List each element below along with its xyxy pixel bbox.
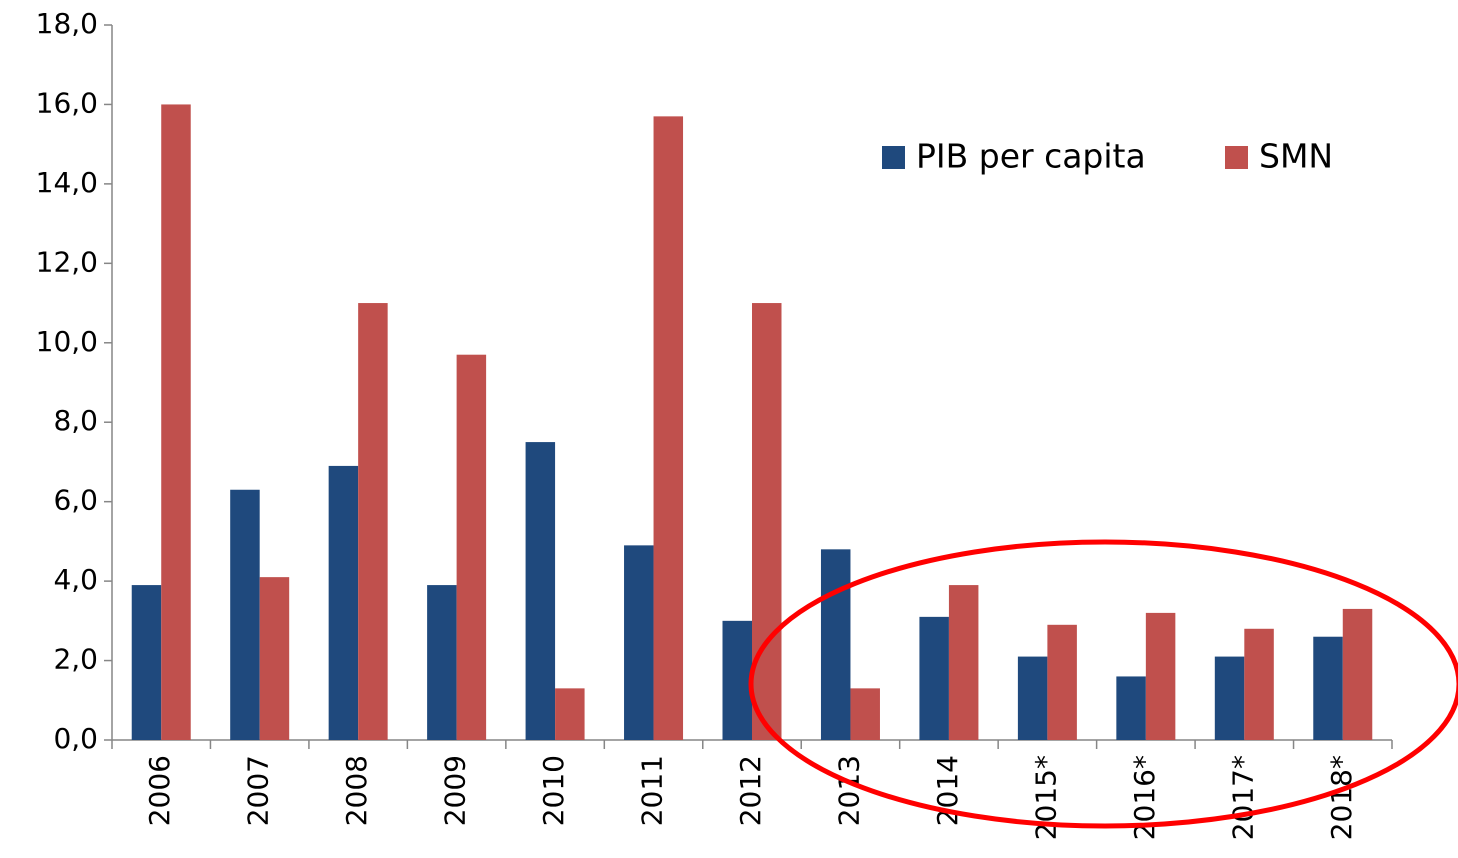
bar (948, 585, 979, 740)
x-tick-label: 2010 (537, 755, 570, 826)
x-tick-label: 2012 (734, 755, 767, 826)
y-tick-label: 8,0 (53, 404, 98, 437)
bar (624, 545, 654, 740)
x-tick-label: 2006 (143, 755, 176, 826)
bar (161, 104, 191, 740)
bar (1342, 608, 1373, 740)
bar (427, 585, 457, 740)
y-tick-label: 4,0 (53, 563, 98, 596)
x-tick-label: 2015* (1029, 755, 1062, 840)
y-tick-label: 18,0 (36, 7, 98, 40)
legend-swatch (1225, 146, 1248, 169)
y-tick-label: 6,0 (53, 484, 98, 517)
bar (555, 688, 585, 740)
bar (358, 303, 388, 740)
bar (1047, 624, 1077, 740)
bar (722, 620, 752, 740)
bar (456, 354, 487, 740)
highlight-ellipse (748, 539, 1458, 829)
bar (752, 303, 782, 740)
bar (1244, 628, 1274, 740)
bar (653, 116, 684, 741)
legend-label: PIB per capita (916, 137, 1146, 176)
legend-swatch (882, 146, 905, 169)
y-tick-label: 14,0 (36, 166, 98, 199)
bar (525, 442, 556, 740)
y-tick-label: 2,0 (53, 643, 98, 676)
bar (820, 549, 851, 740)
y-tick-label: 16,0 (36, 86, 98, 119)
bar (1145, 612, 1176, 740)
y-tick-label: 12,0 (36, 245, 98, 278)
bar (850, 688, 880, 740)
x-tick-label: 2008 (340, 755, 373, 826)
bar (131, 585, 162, 740)
y-tick-label: 0,0 (53, 722, 98, 755)
bar (259, 577, 290, 740)
y-tick-label: 10,0 (36, 325, 98, 358)
x-tick-label: 2018* (1325, 755, 1358, 840)
x-tick-label: 2017* (1226, 755, 1259, 840)
x-tick-label: 2009 (439, 755, 472, 826)
bar (1214, 656, 1245, 740)
bar (230, 489, 260, 740)
bar (328, 465, 359, 740)
legend-label: SMN (1259, 137, 1333, 176)
bar (1017, 656, 1048, 740)
x-tick-label: 2013 (832, 755, 865, 826)
bar (919, 616, 949, 740)
x-tick-label: 2011 (636, 755, 669, 826)
bar (1313, 636, 1343, 740)
bar (1116, 676, 1146, 740)
x-tick-label: 2007 (242, 755, 275, 826)
